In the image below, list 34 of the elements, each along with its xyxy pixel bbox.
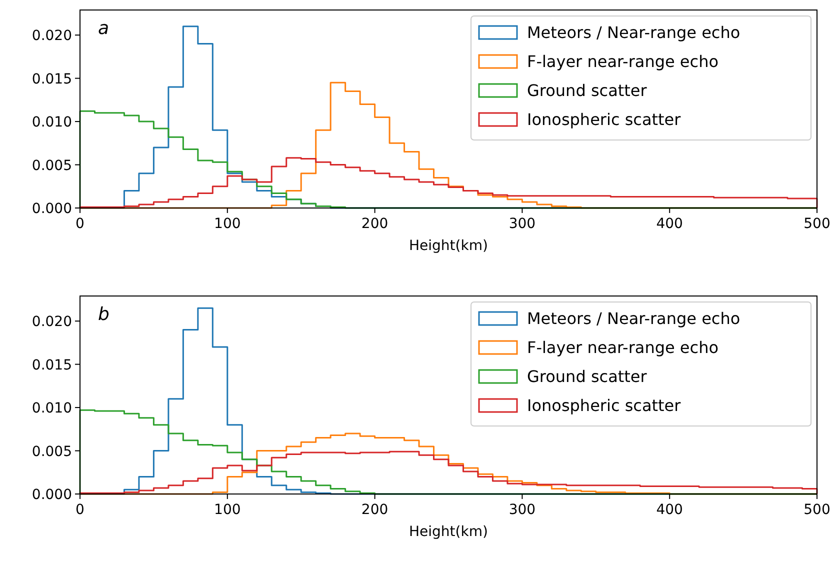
x-tick-label: 500 xyxy=(804,216,830,232)
x-tick-label: 400 xyxy=(656,502,683,518)
legend-label: Ionospheric scatter xyxy=(527,396,682,415)
y-tick-label: 0.015 xyxy=(32,357,72,374)
y-tick-label: 0.005 xyxy=(32,158,72,174)
y-tick-label: 0.020 xyxy=(32,28,72,44)
x-tick-label: 100 xyxy=(214,502,241,518)
x-axis-title: Height(km) xyxy=(409,524,488,540)
x-tick-label: 500 xyxy=(804,502,830,518)
legend-label: Ground scatter xyxy=(527,367,648,386)
y-tick-label: 0.005 xyxy=(32,444,72,460)
x-tick-label: 300 xyxy=(508,216,536,232)
x-tick-label: 100 xyxy=(214,216,241,232)
y-tick-label: 0.015 xyxy=(32,71,72,88)
y-tick-label: 0.000 xyxy=(32,487,72,503)
legend-label: Ground scatter xyxy=(527,81,648,100)
annotation: b xyxy=(98,304,110,325)
x-tick-label: 400 xyxy=(656,216,683,232)
annotation: a xyxy=(98,18,110,39)
legend-label: F-layer near-range echo xyxy=(527,338,718,357)
x-tick-label: 200 xyxy=(361,502,388,518)
legend-label: Ionospheric scatter xyxy=(527,110,682,129)
legend-label: Meteors / Near-range echo xyxy=(527,23,740,42)
x-axis-title: Height(km) xyxy=(409,238,488,254)
x-tick-label: 300 xyxy=(508,502,536,518)
legend-label: F-layer near-range echo xyxy=(527,52,718,71)
y-tick-label: 0.010 xyxy=(32,114,72,131)
y-tick-label: 0.020 xyxy=(32,314,72,330)
y-tick-label: 0.000 xyxy=(32,201,72,217)
legend-label: Meteors / Near-range echo xyxy=(527,309,740,328)
x-tick-label: 0 xyxy=(76,502,84,518)
x-tick-label: 0 xyxy=(76,216,84,232)
y-tick-label: 0.010 xyxy=(32,400,72,417)
x-tick-label: 200 xyxy=(361,216,388,232)
